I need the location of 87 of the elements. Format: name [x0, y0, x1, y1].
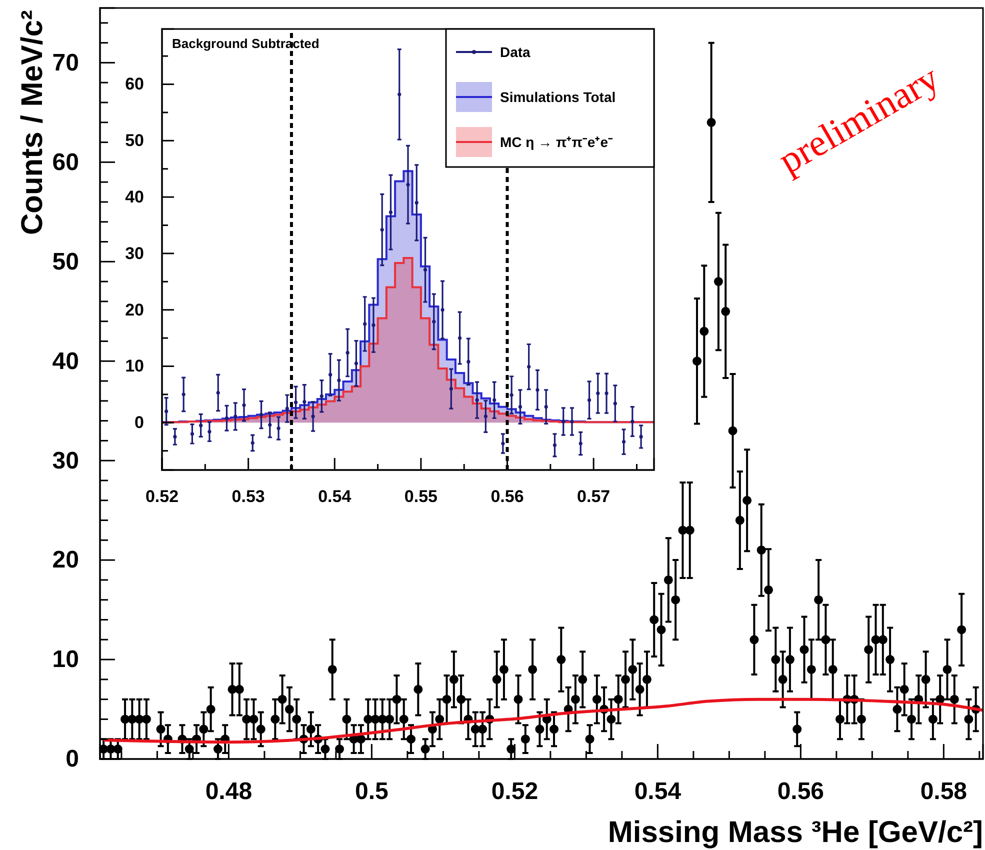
y-tick-label: 0: [66, 746, 79, 773]
x-tick-label: 0.54: [634, 778, 682, 806]
y-tick-label: 60: [52, 148, 79, 176]
point: [613, 402, 617, 406]
y-tick-label: 10: [125, 356, 144, 376]
x-tick-label: 0.55: [404, 487, 438, 506]
point: [363, 322, 367, 326]
point: [259, 412, 264, 417]
y-tick-label: 20: [52, 546, 79, 574]
point: [475, 398, 479, 402]
x-tick-label: 0.57: [577, 487, 610, 506]
point: [596, 392, 600, 396]
y-tick-label: 70: [52, 49, 79, 76]
point: [440, 308, 444, 312]
point: [492, 398, 496, 402]
y-axis-title: Counts / MeV/c²: [16, 10, 49, 236]
point: [639, 434, 643, 439]
x-tick-label: 0.52: [145, 487, 179, 506]
point: [242, 403, 246, 407]
x-tick-label: 0.53: [232, 487, 265, 506]
point: [354, 362, 358, 366]
point: [208, 430, 212, 434]
point: [466, 360, 470, 364]
point: [182, 392, 186, 396]
x-tick-label: 0.58: [920, 778, 968, 806]
x-tick-label: 0.52: [491, 778, 538, 806]
x-tick-label: 0.5: [355, 778, 388, 806]
point: [398, 92, 402, 96]
point: [294, 400, 298, 404]
point: [372, 323, 376, 327]
point: [510, 393, 514, 397]
point: [622, 440, 626, 444]
y-tick-label: 0: [134, 413, 144, 432]
point: [216, 390, 220, 395]
y-tick-label: 10: [52, 646, 79, 674]
point: [449, 386, 453, 391]
x-tick-label: 0.56: [490, 487, 524, 506]
x-tick-label: 0.54: [318, 487, 352, 506]
legend-label: Simulations Total: [500, 89, 616, 105]
y-tick-label: 40: [52, 348, 79, 375]
point: [388, 210, 393, 214]
point: [250, 441, 254, 445]
point: [578, 442, 582, 446]
point: [536, 388, 540, 392]
point: [302, 400, 306, 404]
x-tick-label: 0.48: [205, 778, 252, 806]
point: [346, 350, 350, 354]
point: [544, 405, 548, 409]
point: [190, 432, 194, 436]
point: [423, 268, 428, 272]
point: [268, 423, 272, 427]
y-tick-label: 50: [125, 131, 144, 150]
point: [527, 365, 531, 369]
point: [484, 414, 488, 418]
legend-label: MC η → π⁺π⁻e⁺e⁻: [500, 134, 614, 150]
point: [285, 406, 289, 410]
point: [337, 378, 341, 382]
y-tick-label: 30: [52, 447, 79, 474]
legend-label: Data: [500, 44, 531, 60]
point: [501, 442, 505, 446]
point: [552, 443, 557, 447]
y-tick-label: 20: [125, 300, 144, 320]
x-axis-title: Missing Mass ³He [GeV/c²]: [608, 816, 983, 849]
point: [518, 405, 522, 409]
y-tick-label: 30: [125, 244, 144, 263]
point: [604, 392, 608, 396]
point: [164, 410, 168, 414]
point: [562, 420, 566, 424]
point: [570, 420, 574, 424]
y-tick-label: 40: [125, 187, 144, 206]
point: [630, 420, 634, 424]
point: [320, 394, 324, 398]
point: [199, 424, 203, 428]
point: [276, 426, 280, 430]
point: [380, 228, 384, 232]
point: [328, 372, 332, 376]
point: [234, 414, 238, 418]
x-tick-label: 0.56: [777, 778, 824, 806]
point: [173, 434, 177, 439]
point: [432, 320, 436, 324]
point: [406, 182, 410, 186]
point: [224, 416, 229, 420]
y-tick-label: 50: [52, 248, 79, 276]
annotation: Background Subtracted: [172, 36, 320, 51]
point: [311, 414, 315, 418]
y-tick-label: 60: [125, 74, 144, 94]
point: [414, 200, 418, 204]
